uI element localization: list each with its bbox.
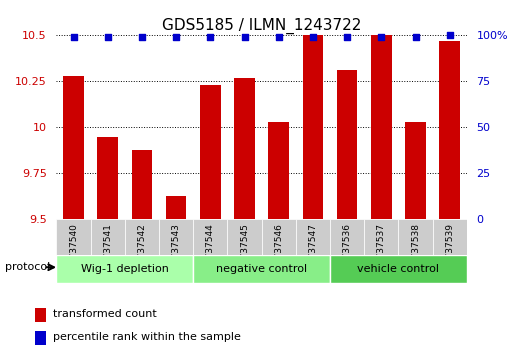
Text: protocol: protocol <box>5 262 50 272</box>
Bar <box>268 122 289 219</box>
Point <box>138 34 146 40</box>
FancyBboxPatch shape <box>296 219 330 255</box>
Bar <box>234 78 255 219</box>
Point <box>69 34 77 40</box>
Bar <box>132 149 152 219</box>
Title: GDS5185 / ILMN_1243722: GDS5185 / ILMN_1243722 <box>162 18 361 34</box>
Text: GSM737546: GSM737546 <box>274 223 283 278</box>
FancyBboxPatch shape <box>193 255 330 283</box>
Point <box>377 34 385 40</box>
Text: GSM737536: GSM737536 <box>343 223 351 278</box>
FancyBboxPatch shape <box>432 219 467 255</box>
Text: GSM737542: GSM737542 <box>137 223 146 278</box>
Bar <box>35 308 46 321</box>
Point <box>411 34 420 40</box>
FancyBboxPatch shape <box>159 219 193 255</box>
Text: GSM737537: GSM737537 <box>377 223 386 278</box>
Text: GSM737541: GSM737541 <box>103 223 112 278</box>
Point <box>172 34 180 40</box>
Text: GSM737540: GSM737540 <box>69 223 78 278</box>
Text: transformed count: transformed count <box>53 309 157 319</box>
Bar <box>440 41 460 219</box>
FancyBboxPatch shape <box>262 219 296 255</box>
Point <box>343 34 351 40</box>
Point <box>206 34 214 40</box>
FancyBboxPatch shape <box>193 219 227 255</box>
Text: vehicle control: vehicle control <box>358 264 440 274</box>
Bar <box>97 137 118 219</box>
Point <box>241 34 249 40</box>
Text: Wig-1 depletion: Wig-1 depletion <box>81 264 169 274</box>
Bar <box>337 70 358 219</box>
Text: GSM737544: GSM737544 <box>206 223 215 278</box>
Bar <box>371 0 391 219</box>
Bar <box>63 76 84 219</box>
Text: GSM737539: GSM737539 <box>445 223 454 278</box>
FancyBboxPatch shape <box>227 219 262 255</box>
Bar <box>200 85 221 219</box>
FancyBboxPatch shape <box>91 219 125 255</box>
FancyBboxPatch shape <box>56 255 193 283</box>
Text: GSM737538: GSM737538 <box>411 223 420 278</box>
Text: GSM737545: GSM737545 <box>240 223 249 278</box>
Bar <box>405 122 426 219</box>
Point <box>104 34 112 40</box>
FancyBboxPatch shape <box>56 219 91 255</box>
Bar <box>166 195 186 219</box>
FancyBboxPatch shape <box>399 219 432 255</box>
Point <box>446 33 454 38</box>
Text: percentile rank within the sample: percentile rank within the sample <box>53 332 241 342</box>
Bar <box>35 331 46 345</box>
Bar <box>303 0 323 219</box>
Text: GSM737543: GSM737543 <box>172 223 181 278</box>
Text: negative control: negative control <box>216 264 307 274</box>
FancyBboxPatch shape <box>364 219 399 255</box>
FancyBboxPatch shape <box>125 219 159 255</box>
FancyBboxPatch shape <box>330 219 364 255</box>
FancyBboxPatch shape <box>330 255 467 283</box>
Point <box>309 34 317 40</box>
Point <box>274 34 283 40</box>
Text: GSM737547: GSM737547 <box>308 223 318 278</box>
